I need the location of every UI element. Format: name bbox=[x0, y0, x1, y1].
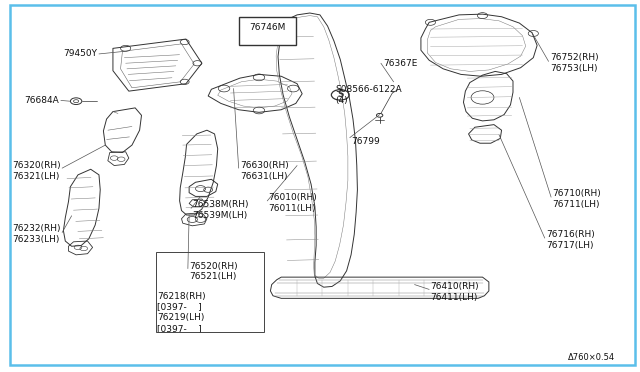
Text: 76232(RH)
76233(LH): 76232(RH) 76233(LH) bbox=[12, 224, 61, 244]
Text: S: S bbox=[337, 90, 344, 99]
Text: 76520(RH)
76521(LH): 76520(RH) 76521(LH) bbox=[189, 262, 237, 282]
Text: 76320(RH)
76321(LH): 76320(RH) 76321(LH) bbox=[12, 161, 61, 181]
Text: 76367E: 76367E bbox=[383, 59, 417, 68]
Text: 76218(RH)
[0397-    ]
76219(LH)
[0397-    ]: 76218(RH) [0397- ] 76219(LH) [0397- ] bbox=[157, 292, 206, 333]
Text: 76752(RH)
76753(LH): 76752(RH) 76753(LH) bbox=[550, 53, 598, 73]
Text: 76410(RH)
76411(LH): 76410(RH) 76411(LH) bbox=[431, 282, 479, 302]
Text: 76746M: 76746M bbox=[250, 20, 287, 29]
Text: 76630(RH)
76631(LH): 76630(RH) 76631(LH) bbox=[240, 161, 289, 181]
Text: 79450Y: 79450Y bbox=[63, 49, 97, 58]
Text: 76010(RH)
76011(LH): 76010(RH) 76011(LH) bbox=[269, 193, 317, 213]
Text: Δ760×0.54: Δ760×0.54 bbox=[568, 353, 614, 362]
Text: 76716(RH)
76717(LH): 76716(RH) 76717(LH) bbox=[546, 230, 595, 250]
Text: 76710(RH)
76711(LH): 76710(RH) 76711(LH) bbox=[552, 189, 601, 209]
Text: 76746M: 76746M bbox=[249, 23, 285, 32]
Text: 76538M(RH)
76539M(LH): 76538M(RH) 76539M(LH) bbox=[192, 200, 249, 220]
FancyBboxPatch shape bbox=[239, 17, 296, 45]
Text: S08566-6122A
(4): S08566-6122A (4) bbox=[335, 85, 402, 105]
Text: 76799: 76799 bbox=[351, 137, 380, 146]
Text: 76684A: 76684A bbox=[24, 96, 59, 105]
